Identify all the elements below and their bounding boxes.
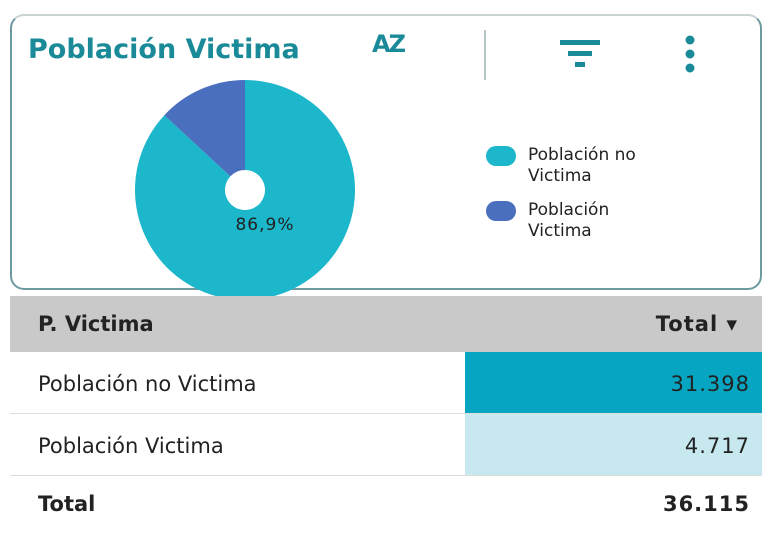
table-row: Población Victima 4.717	[10, 414, 762, 476]
pie-chart: 86,9%	[135, 80, 356, 300]
table-row: Población no Victima 31.398	[10, 352, 762, 414]
row-value: 31.398	[670, 372, 750, 396]
column-header[interactable]: Total ▾	[655, 312, 738, 336]
chart-card	[10, 14, 762, 290]
filter-button[interactable]	[560, 36, 620, 76]
row-label: Población Victima	[38, 434, 224, 458]
row-value: 4.717	[684, 434, 750, 458]
card-title: Población Victima	[28, 34, 300, 65]
pie-slice	[135, 80, 356, 300]
legend-swatch	[486, 146, 516, 166]
total-row: Total 36.115	[10, 476, 762, 532]
row-label: Total	[38, 492, 96, 516]
column-title: Total	[655, 312, 719, 336]
pie-slice	[164, 80, 245, 177]
legend-swatch	[486, 201, 516, 221]
separator	[484, 30, 486, 80]
table-header: P. Victima Total ▾	[10, 296, 762, 352]
row-value: 36.115	[662, 492, 750, 516]
sort-button[interactable]: AZ	[372, 30, 406, 58]
legend-label: Población Victima	[528, 200, 610, 241]
legend-entry: Población no Victima	[486, 145, 658, 187]
data-label: 86,9%	[235, 215, 294, 235]
row-label: Población no Victima	[38, 372, 257, 396]
menu-button[interactable]	[680, 34, 700, 78]
cell-bar	[465, 352, 762, 413]
cell-bar	[465, 414, 762, 475]
column-header: P. Victima	[38, 312, 154, 336]
legend-label: Población no Victima	[528, 145, 636, 186]
legend-entry: Población Victima	[486, 200, 658, 242]
